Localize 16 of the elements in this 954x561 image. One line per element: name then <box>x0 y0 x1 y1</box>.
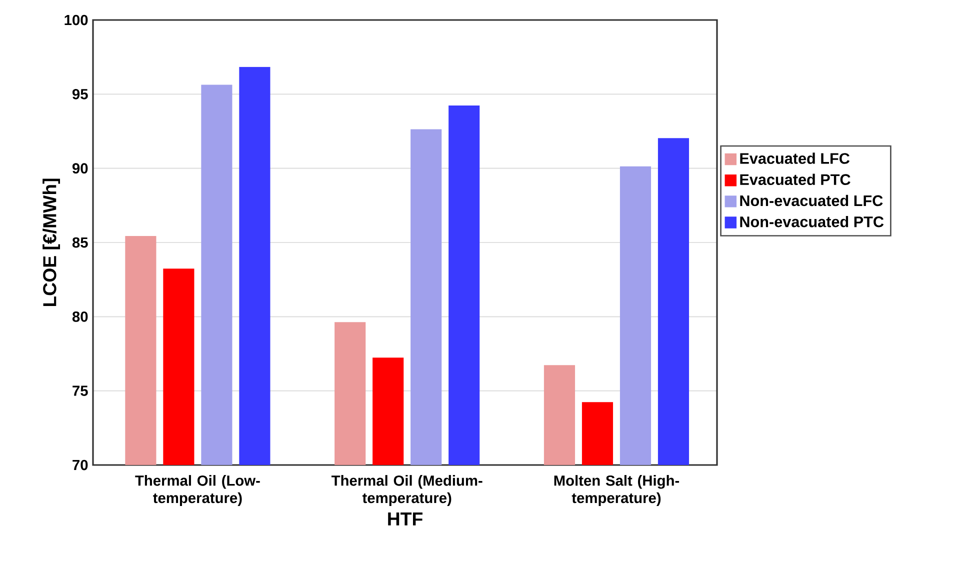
x-axis-title: HTF <box>388 512 422 526</box>
legend-label: Evacuated LFC <box>740 152 850 164</box>
legend-label: Non-evacuated PTC <box>740 216 884 228</box>
y-tick-label: 100 <box>64 14 88 26</box>
x-tick-label: Thermal Oil (Low-temperature) <box>135 475 260 506</box>
y-tick-label: 80 <box>72 311 88 322</box>
y-tick-label: 85 <box>72 237 88 248</box>
legend-label: Evacuated PTC <box>740 174 850 186</box>
y-tick-label: 70 <box>72 460 88 470</box>
legend-label: Non-evacuated LFC <box>740 194 883 206</box>
x-tick-label: Molten Salt (High-temperature) <box>554 475 680 506</box>
y-tick-label: 75 <box>72 386 88 396</box>
x-tick-label: Thermal Oil (Medium-temperature) <box>331 475 482 506</box>
y-axis-title: LCOE [€/MWh] <box>42 178 60 306</box>
y-tick-label: 95 <box>72 88 88 100</box>
y-tick-label: 90 <box>72 163 88 174</box>
